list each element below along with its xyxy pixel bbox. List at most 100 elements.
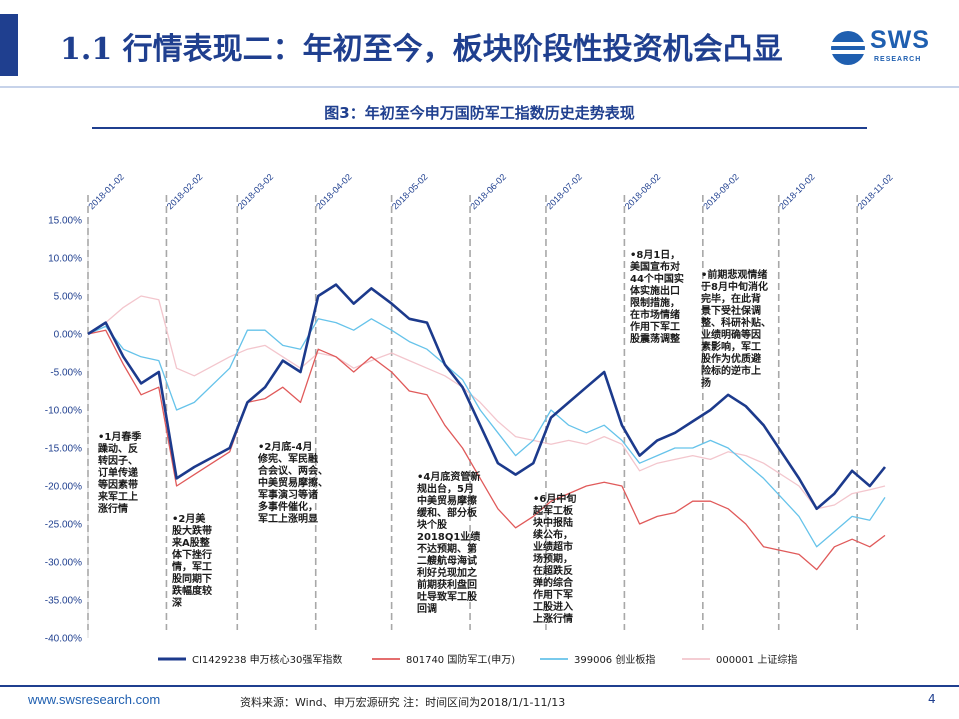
y-tick-label: -30.00% (45, 558, 82, 569)
title-accent-bar (0, 14, 18, 76)
annotation-jan-line: 涨行情 (98, 502, 128, 515)
month-marker-label: 2018-10-02 (777, 172, 817, 212)
annotation-apr-line: 利好兑现加之 (417, 566, 477, 579)
annotation-feb-line: 体下挫行 (172, 548, 212, 561)
annotation-sep-line: 业绩明确等因 (701, 328, 761, 341)
annotation-sep-line: 完毕，在此背 (701, 292, 761, 305)
page-number: 4 (928, 692, 936, 706)
annotation-aug-line: 44个中国实 (630, 272, 684, 285)
annotation-sep-line: 整、科研补贴、 (700, 316, 771, 329)
y-tick-label: 5.00% (54, 292, 82, 303)
legend-label: 399006 创业板指 (574, 653, 655, 666)
month-marker-label: 2018-03-02 (236, 172, 276, 212)
legend-label: 000001 上证综指 (716, 653, 797, 666)
month-marker-label: 2018-05-02 (390, 172, 430, 212)
annotation-jun-line: 作用下军 (533, 588, 573, 601)
sws-logo: SWS RESEARCH (828, 26, 948, 70)
annotation-aug-line: •8月1日， (630, 249, 680, 261)
annotation-jan-line: 订单传递 (98, 466, 138, 479)
logo-subtext: RESEARCH (874, 56, 922, 63)
annotation-aug-line: 限制措施， (630, 296, 680, 309)
annotation-apr-line: 吐导致军工股 (417, 590, 478, 603)
annotation-aug-line: 作用下军工 (630, 320, 680, 333)
annotation-sep-line: 险标的逆市上 (701, 364, 761, 377)
y-tick-label: -5.00% (50, 368, 82, 379)
month-marker-label: 2018-06-02 (468, 172, 508, 212)
annotation-jan-line: •1月春季 (98, 430, 142, 443)
y-tick-label: -15.00% (45, 444, 82, 455)
annotation-feb-line: 情，军工 (172, 560, 212, 573)
series-line-2 (87, 318, 886, 548)
annotation-jun-line: 在超跌反 (533, 564, 573, 577)
annotation-sep-line: •前期悲观情绪 (701, 268, 767, 281)
figure-title: 图3：年初至今申万国防军工指数历史走势表现 (324, 104, 635, 122)
annotation-sep-line: 景下受社保调 (701, 304, 761, 317)
month-marker-label: 2018-11-02 (856, 172, 895, 211)
title-divider (0, 86, 959, 88)
annotation-mar-line: •2月底-4月 (258, 440, 312, 453)
y-tick-label: -35.00% (45, 596, 82, 607)
annotation-jun-line: 起军工板 (532, 504, 574, 517)
annotation-aug-line: 股震荡调整 (630, 332, 680, 345)
logo-text: SWS (870, 26, 930, 54)
annotation-mar-line: 军工上涨明显 (258, 512, 318, 525)
annotation-mar-line: 中美贸易摩擦、 (258, 476, 328, 489)
annotation-feb-line: 股大跌带 (172, 524, 212, 537)
annotation-feb-line: 来A股整 (171, 536, 210, 549)
annotation-feb-line: 股同期下 (172, 572, 212, 585)
annotation-jun-line: 场预期， (533, 552, 573, 565)
y-tick-label: 15.00% (48, 216, 82, 227)
y-tick-label: -10.00% (45, 406, 82, 417)
footer-source: 资料来源：Wind、申万宏源研究 注：时间区间为2018/1/1-11/13 (240, 696, 566, 709)
annotation-jun-line: 上涨行情 (533, 612, 573, 625)
annotation-sep-line: 素影响，军工 (701, 340, 761, 353)
y-tick-label: -20.00% (45, 482, 82, 493)
annotation-aug-line: 体实施出口 (630, 284, 680, 297)
annotation-sep-line: 扬 (701, 376, 711, 389)
annotation-jun-line: 业绩超市 (533, 540, 573, 553)
annotation-aug-line: 美国宣布对 (630, 260, 680, 273)
annotation-apr-line: 中美贸易摩擦 (417, 494, 477, 507)
annotation-mar-line: 军事演习等诸 (258, 488, 318, 501)
annotation-apr-line: 块个股 (417, 518, 448, 531)
annotation-sep-line: 于8月中旬消化 (701, 280, 768, 293)
annotation-feb-line: 跌幅度较 (172, 584, 212, 597)
annotation-apr-line: 2018Q1业绩 (417, 530, 480, 543)
annotation-jun-line: •6月中旬 (533, 492, 576, 505)
annotation-mar-line: 多事件催化， (258, 500, 318, 513)
logo-mark-icon (831, 31, 865, 65)
month-marker-label: 2018-04-02 (314, 172, 354, 212)
footer-url-link[interactable]: www.swsresearch.com (28, 692, 161, 707)
annotation-jun-line: 续公布， (533, 528, 573, 541)
chart-series (87, 283, 887, 571)
annotation-feb-line: •2月美 (172, 512, 206, 525)
title-bar: 1.1 行情表现二：年初至今，板块阶段性投资机会凸显 SWS RESEARCH (0, 0, 959, 88)
annotation-apr-line: 不达预期、第 (417, 542, 477, 555)
annotation-jun-line: 弹的综合 (533, 576, 574, 589)
annotation-jan-line: 转因子、 (98, 454, 138, 467)
chart-grid: 15.00% 10.00% 5.00% 0.00% -5.00% -10.00% -15.0… (45, 216, 89, 645)
slide-title: 1.1 行情表现二：年初至今，板块阶段性投资机会凸显 (60, 32, 783, 67)
annotation-apr-line: 回调 (417, 602, 437, 615)
footer-divider (0, 685, 959, 687)
month-marker-label: 2018-09-02 (701, 172, 741, 212)
annotation-jan-line: 躁动、反 (98, 442, 138, 455)
figure-title-rule (92, 127, 867, 129)
month-marker-label: 2018-01-02 (86, 172, 126, 212)
annotation-aug-line: 在市场情绪 (630, 308, 680, 321)
month-marker-label: 2018-02-02 (165, 172, 205, 212)
annotation-mar-line: 合会议、两会、 (257, 464, 328, 477)
y-tick-label: -25.00% (45, 520, 82, 531)
annotation-apr-line: 缓和、部分板 (416, 506, 478, 519)
annotation-apr-line: 二艘航母海试 (417, 554, 477, 567)
annotation-apr-line: 前期获利盘回 (417, 578, 477, 591)
legend-label: CI1429238 申万核心30强军指数 (192, 653, 342, 666)
annotation-mar-line: 修宪、军民融 (257, 452, 318, 465)
series-line-3 (87, 295, 886, 510)
chart-legend: CI1429238 申万核心30强军指数 801740 国防军工(申万) 39900… (158, 653, 797, 666)
annotation-jun-line: 工股进入 (533, 600, 573, 613)
month-marker-label: 2018-07-02 (544, 172, 584, 212)
legend-label: 801740 国防军工(申万) (406, 653, 515, 666)
